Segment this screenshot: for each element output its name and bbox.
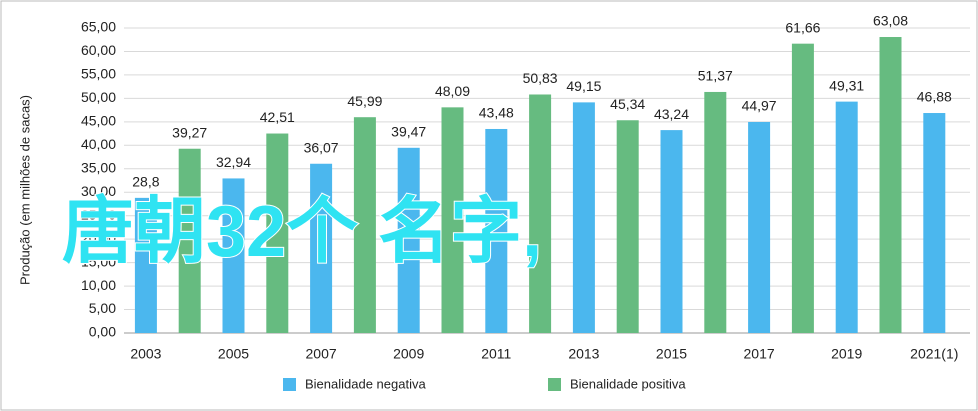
data-label: 63,08 [873, 13, 908, 29]
data-label: 32,94 [216, 154, 251, 170]
x-tick-label: 2009 [393, 346, 424, 362]
overlay-text: 唐朝32个 名字, [62, 192, 542, 272]
legend-label: Bienalidade positiva [570, 376, 686, 391]
legend-label: Bienalidade negativa [305, 376, 426, 391]
data-label: 36,07 [304, 139, 339, 155]
data-label: 46,88 [917, 89, 952, 105]
data-label: 49,15 [566, 78, 601, 94]
bar [748, 121, 771, 333]
data-label: 51,37 [698, 68, 733, 84]
data-label: 43,48 [479, 105, 514, 121]
y-tick-label: 45,00 [81, 113, 116, 129]
y-tick-label: 10,00 [81, 277, 116, 293]
bar [529, 94, 552, 334]
bar [572, 102, 595, 333]
bar [397, 147, 420, 333]
x-tick-label: 2021(1) [910, 346, 958, 362]
y-tick-label: 55,00 [81, 66, 116, 82]
bar [923, 113, 946, 333]
bar [266, 133, 289, 333]
legend-swatch [283, 378, 296, 391]
data-label: 61,66 [785, 19, 820, 35]
bar [353, 117, 376, 333]
bar [704, 91, 727, 334]
y-tick-label: 40,00 [81, 136, 116, 152]
y-tick-label: 20,00 [81, 230, 116, 246]
y-tick-label: 15,00 [81, 253, 116, 269]
bar [178, 148, 201, 333]
data-label: 44,97 [742, 98, 777, 114]
y-tick-label: 30,00 [81, 183, 116, 199]
x-tick-label: 2015 [656, 346, 687, 362]
data-label: 39,27 [172, 124, 207, 140]
data-label: 43,24 [654, 106, 689, 122]
x-tick-label: 2019 [831, 346, 862, 362]
data-label: 48,09 [435, 83, 470, 99]
x-tick-label: 2007 [306, 346, 337, 362]
bar [134, 197, 157, 333]
bar [616, 120, 639, 334]
x-tick-label: 2003 [130, 346, 161, 362]
data-label: 45,34 [610, 96, 645, 112]
bar [441, 107, 464, 333]
bar [791, 43, 814, 334]
x-tick-label: 2005 [218, 346, 249, 362]
data-label: 42,51 [260, 109, 295, 125]
x-tick-label: 2011 [481, 346, 511, 362]
data-label: 49,31 [829, 77, 864, 93]
data-label: 50,83 [523, 70, 558, 86]
y-tick-label: 0,00 [89, 324, 116, 340]
bar [835, 101, 858, 333]
bar [879, 37, 902, 334]
y-axis-title: Produção (em milhões de sacas) [17, 95, 32, 285]
y-tick-label: 35,00 [81, 159, 116, 175]
y-tick-label: 65,00 [81, 19, 116, 35]
bar [485, 128, 508, 333]
y-tick-label: 5,00 [89, 300, 116, 316]
y-tick-label: 25,00 [81, 206, 116, 222]
legend-swatch [548, 378, 561, 391]
x-tick-label: 2017 [744, 346, 775, 362]
bar [222, 178, 245, 333]
x-tick-label: 2013 [568, 346, 599, 362]
data-label: 45,99 [347, 93, 382, 109]
y-tick-label: 50,00 [81, 89, 116, 105]
bar [660, 130, 683, 333]
data-label: 39,47 [391, 123, 426, 139]
bar [310, 163, 333, 333]
data-label: 28,8 [132, 174, 159, 190]
y-tick-label: 60,00 [81, 42, 116, 58]
